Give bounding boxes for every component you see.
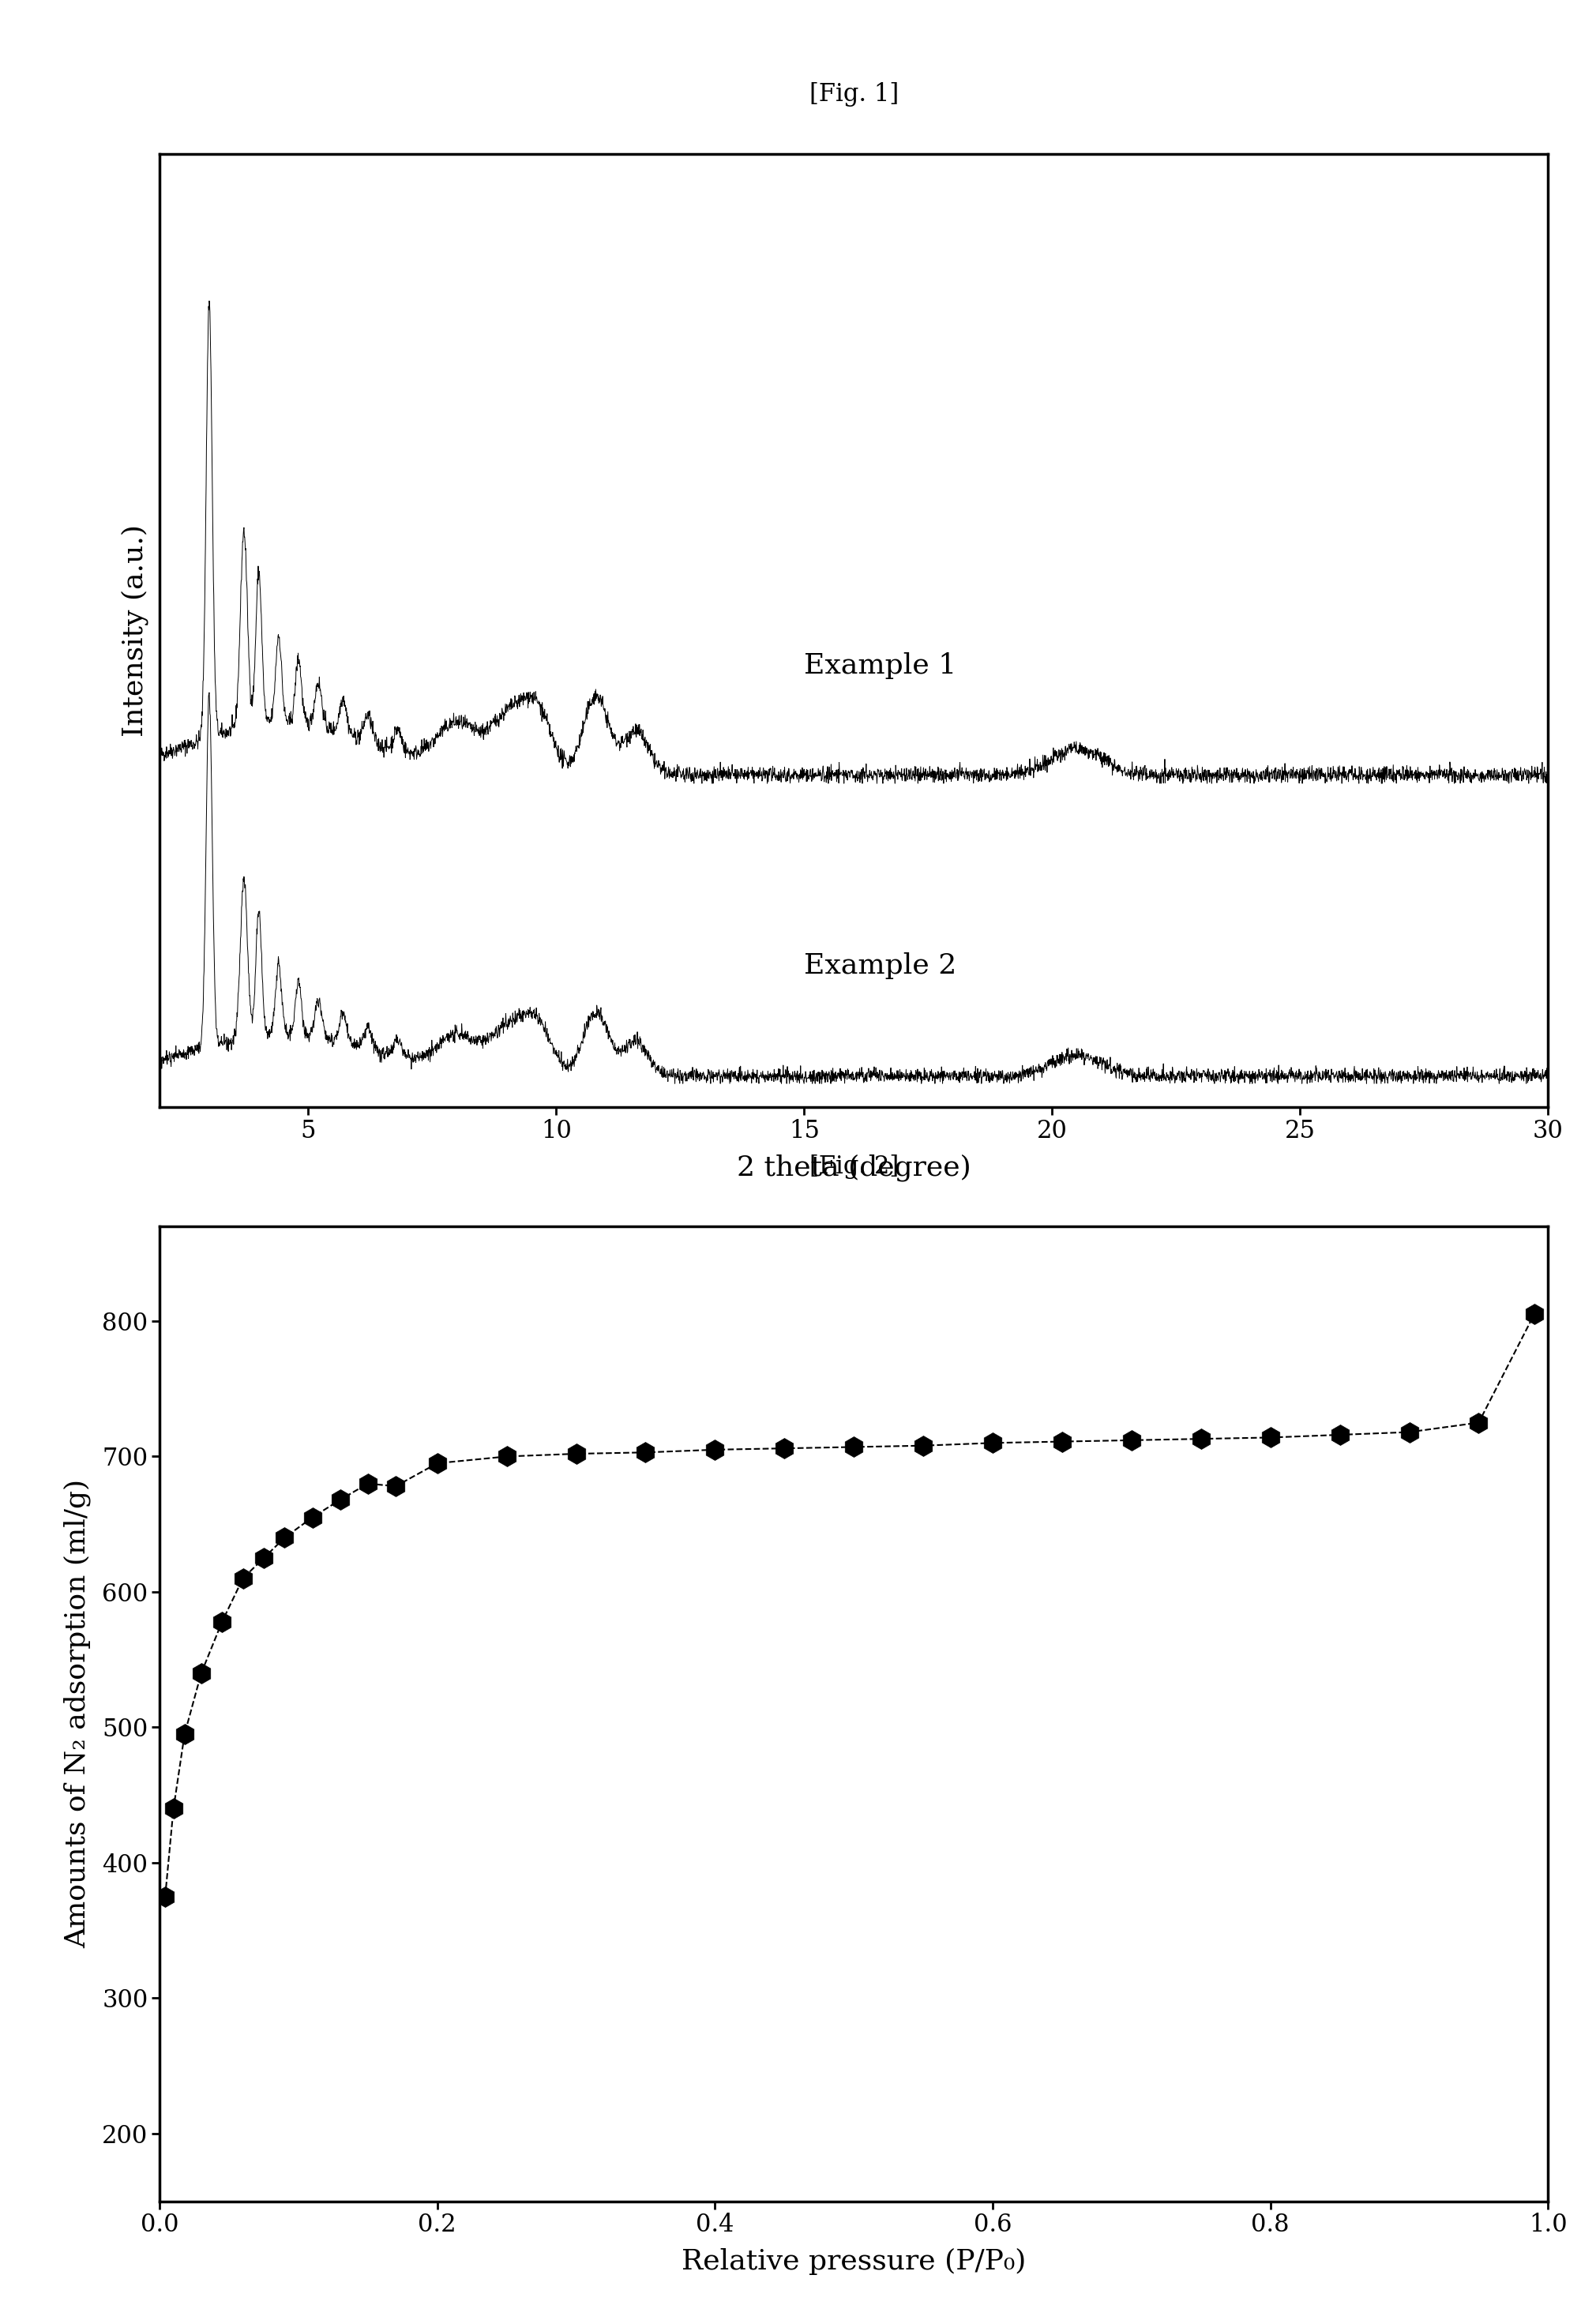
Point	[327, 1482, 353, 1519]
X-axis label: Relative pressure (P/P₀): Relative pressure (P/P₀)	[681, 2247, 1026, 2275]
Point	[161, 1791, 187, 1828]
Point	[383, 1468, 409, 1505]
Point	[1187, 1420, 1213, 1457]
Point	[841, 1429, 867, 1466]
Point	[271, 1519, 297, 1556]
Text: Example 1: Example 1	[804, 652, 958, 680]
Point	[356, 1466, 381, 1503]
Point	[495, 1438, 520, 1475]
Point	[1328, 1415, 1353, 1452]
X-axis label: 2 theta (degree): 2 theta (degree)	[737, 1155, 970, 1182]
Text: [Fig. 2]: [Fig. 2]	[809, 1155, 899, 1178]
Point	[172, 1715, 198, 1752]
Point	[563, 1436, 589, 1473]
Point	[1258, 1420, 1283, 1457]
Point	[188, 1655, 214, 1692]
Point	[251, 1540, 276, 1577]
Point	[980, 1424, 1005, 1461]
Point	[702, 1431, 728, 1468]
Point	[1465, 1404, 1491, 1441]
Point	[152, 1879, 177, 1915]
Y-axis label: Amounts of N₂ adsorption (ml/g): Amounts of N₂ adsorption (ml/g)	[64, 1480, 91, 1948]
Point	[230, 1560, 255, 1597]
Point	[632, 1434, 659, 1471]
Point	[1050, 1422, 1076, 1459]
Point	[209, 1604, 235, 1641]
Point	[425, 1445, 450, 1482]
Point	[300, 1498, 326, 1535]
Text: [Fig. 1]: [Fig. 1]	[809, 83, 899, 106]
Text: Example 2: Example 2	[804, 952, 958, 980]
Point	[1119, 1422, 1144, 1459]
Point	[1396, 1413, 1422, 1450]
Point	[1521, 1295, 1547, 1332]
Y-axis label: Intensity (a.u.): Intensity (a.u.)	[121, 523, 148, 738]
Point	[772, 1429, 798, 1466]
Point	[911, 1427, 937, 1464]
